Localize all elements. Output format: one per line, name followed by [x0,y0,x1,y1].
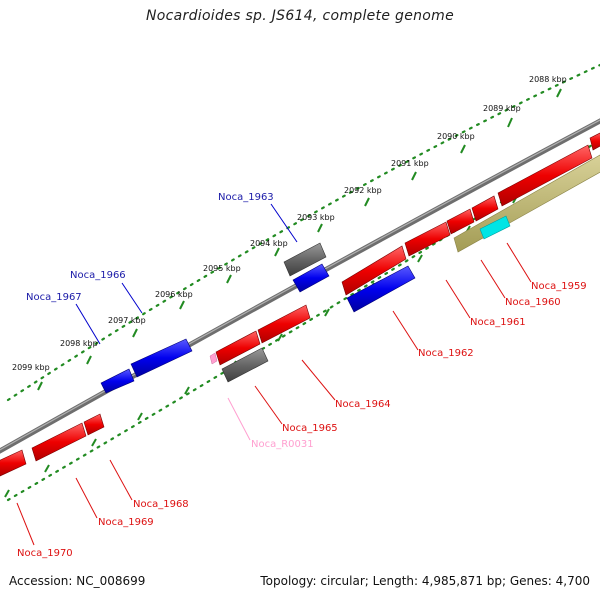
cyan-feature [479,215,511,240]
gene-noca-1961b[interactable] [404,221,451,257]
gene-noca-1961[interactable] [446,208,475,235]
red-cds-genes [0,132,600,477]
bottom-gene-labels: Noca_1959 Noca_1960 Noca_1961 Noca_1962 … [17,281,587,559]
gene-label[interactable]: Noca_1969 [98,517,154,528]
kbp-label: 2096 kbp [155,290,193,299]
accession-text: Accession: NC_008699 [9,574,146,588]
top-leader-lines [75,203,298,345]
gene-noca-1970[interactable] [0,449,27,477]
map-title: Nocardioides sp. JS614, complete genome [146,8,454,24]
gene-noca-1960[interactable] [497,144,593,207]
gene-label[interactable]: Noca_1964 [335,399,391,410]
gene-noca-1963[interactable] [283,242,327,277]
bottom-leader-lines [16,242,532,546]
gene-noca-1963-rev[interactable] [292,263,330,293]
kbp-label: 2092 kbp [344,186,382,195]
gene-label[interactable]: Noca_1962 [418,348,474,359]
gene-noca-1960b[interactable] [471,195,499,222]
kbp-label: 2097 kbp [108,316,146,325]
gene-label[interactable]: Noca_1966 [70,270,126,281]
gene-noca-1962-rev[interactable] [346,265,416,313]
gray-genes [221,242,327,383]
kbp-label: 2089 kbp [483,104,521,113]
gene-label[interactable]: Noca_1960 [505,297,561,308]
gene-label[interactable]: Noca_1965 [282,423,338,434]
top-gene-labels: Noca_1963 Noca_1966 Noca_1967 [26,192,274,303]
gene-noca-1969[interactable] [31,422,87,462]
gene-noca-1966[interactable] [130,338,193,378]
blue-cds-genes [100,263,416,394]
gene-noca-1967[interactable] [100,368,135,394]
gene-noca-1964[interactable] [257,304,311,344]
gene-label[interactable]: Noca_1959 [531,281,587,292]
gene-label[interactable]: Noca_1961 [470,317,526,328]
gene-label[interactable]: Noca_1970 [17,548,73,559]
kbp-label: 2094 kbp [250,239,288,248]
kbp-labels: 2088 kbp 2089 kbp 2090 kbp 2091 kbp 2092… [12,75,567,372]
kbp-label: 2099 kbp [12,363,50,372]
rna-leader-line [227,397,251,441]
gene-label[interactable]: Noca_1963 [218,192,274,203]
kbp-label: 2091 kbp [391,159,429,168]
kbp-label: 2093 kbp [297,213,335,222]
gene-noca-r0031[interactable] [209,352,218,365]
gene-label[interactable]: Noca_R0031 [251,439,314,450]
khaki-feature [453,154,600,253]
gene-noca-1962[interactable] [341,245,407,296]
genome-summary-text: Topology: circular; Length: 4,985,871 bp… [260,574,590,588]
upper-scale-dots [6,63,600,402]
gene-label[interactable]: Noca_1967 [26,292,82,303]
kbp-label: 2095 kbp [203,264,241,273]
kbp-label: 2098 kbp [60,339,98,348]
upper-major-ticks [37,88,562,391]
gene-noca-1965-gray[interactable] [221,347,269,383]
kbp-label: 2088 kbp [529,75,567,84]
gene-noca-1959[interactable] [589,132,600,151]
kbp-label: 2090 kbp [437,132,475,141]
gene-label[interactable]: Noca_1968 [133,499,189,510]
gene-noca-1965[interactable] [215,330,261,366]
gene-noca-1968[interactable] [83,413,105,436]
